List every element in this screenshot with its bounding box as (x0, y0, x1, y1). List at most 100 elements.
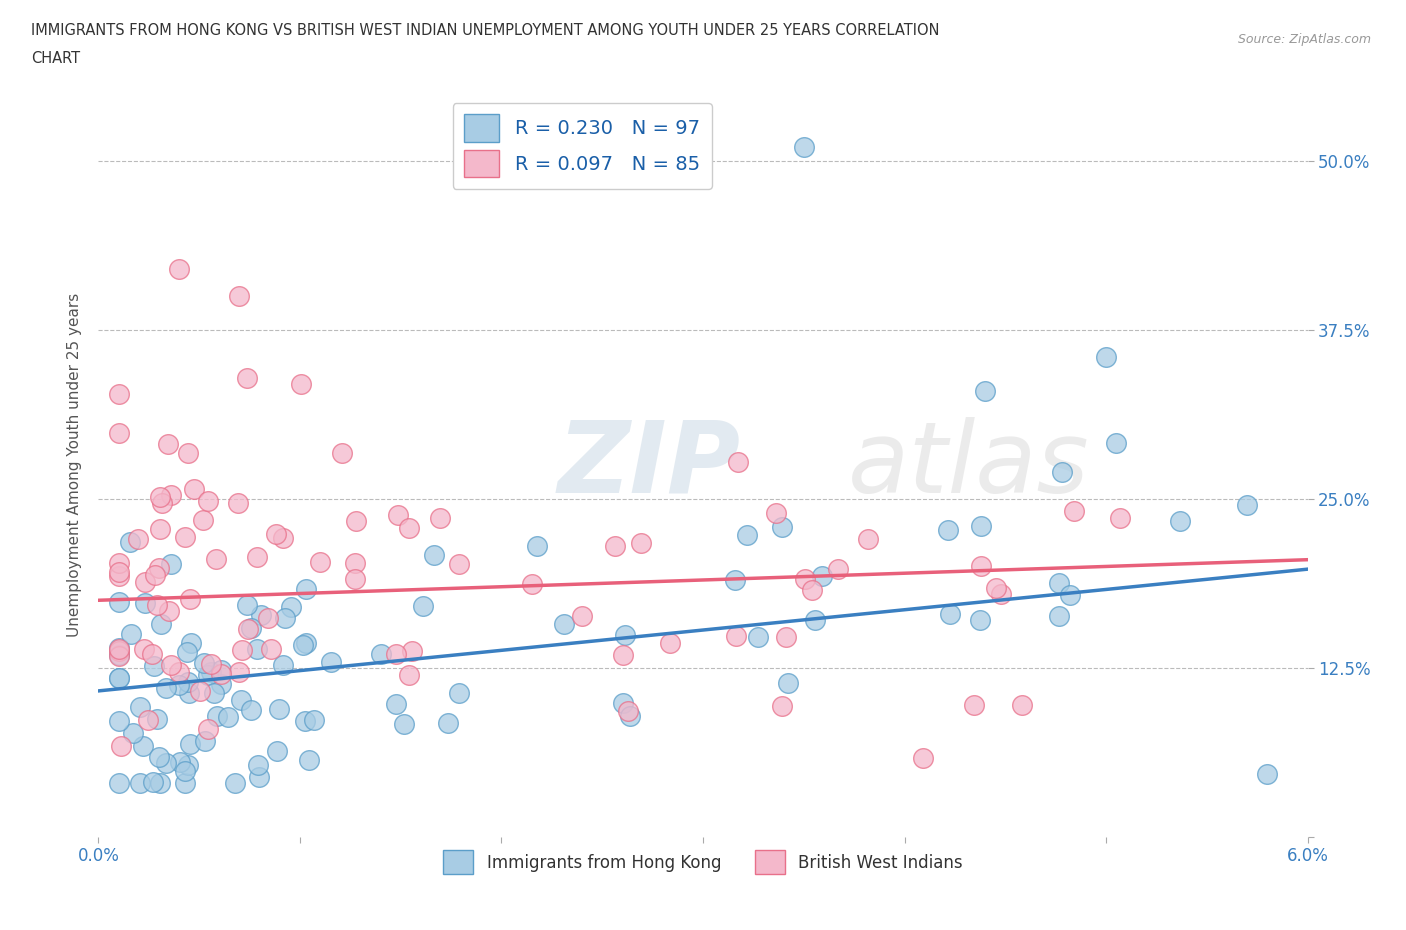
Point (423, 547, 446, 562)
Point (169, 754, 191, 769)
Point (990, 586, 1012, 601)
Point (197, 722, 219, 737)
Point (209, 667, 232, 682)
Point (177, 445, 200, 460)
Point (107, 556, 129, 571)
Point (110, 738, 132, 753)
Point (155, 681, 177, 696)
Point (209, 662, 232, 677)
Point (159, 487, 181, 502)
Point (304, 712, 326, 727)
Point (295, 635, 318, 650)
Point (155, 756, 177, 771)
Point (134, 575, 156, 590)
Point (209, 676, 232, 691)
Point (107, 644, 129, 658)
Point (183, 482, 205, 497)
Point (239, 620, 262, 635)
Point (179, 737, 201, 751)
Point (167, 665, 190, 680)
Point (120, 626, 142, 641)
Point (228, 664, 250, 679)
Point (613, 628, 636, 643)
Point (197, 668, 219, 683)
Point (630, 536, 652, 551)
Point (526, 538, 548, 553)
Point (229, 693, 252, 708)
Point (571, 609, 593, 624)
Point (150, 617, 173, 631)
Point (392, 716, 415, 731)
Point (142, 775, 165, 790)
Point (309, 554, 332, 569)
Point (1236, 498, 1258, 512)
Point (146, 711, 169, 726)
Point (735, 528, 758, 543)
Point (107, 776, 129, 790)
Point (1105, 435, 1128, 450)
Point (127, 532, 149, 547)
Point (269, 702, 291, 717)
Point (804, 612, 827, 627)
Point (231, 643, 253, 658)
Point (974, 383, 997, 398)
Point (260, 642, 283, 657)
Point (129, 699, 152, 714)
Point (294, 713, 316, 728)
Point (264, 526, 287, 541)
Point (811, 568, 834, 583)
Point (200, 657, 222, 671)
Point (174, 764, 197, 779)
Text: atlas: atlas (848, 417, 1090, 513)
Point (912, 751, 935, 766)
Point (107, 648, 129, 663)
Point (148, 560, 170, 575)
Text: CHART: CHART (31, 51, 80, 66)
Point (319, 655, 342, 670)
Point (1256, 766, 1278, 781)
Point (188, 684, 211, 698)
Point (794, 572, 817, 587)
Point (449, 557, 471, 572)
Point (938, 523, 960, 538)
Point (398, 668, 420, 683)
Y-axis label: Unemployment Among Youth under 25 years: Unemployment Among Youth under 25 years (66, 293, 82, 637)
Point (770, 698, 793, 713)
Point (149, 521, 172, 536)
Point (969, 518, 991, 533)
Point (727, 455, 749, 470)
Point (963, 698, 986, 712)
Text: IMMIGRANTS FROM HONG KONG VS BRITISH WEST INDIAN UNEMPLOYMENT AMONG YOUTH UNDER : IMMIGRANTS FROM HONG KONG VS BRITISH WES… (31, 23, 939, 38)
Text: ZIP: ZIP (558, 417, 741, 513)
Point (107, 671, 129, 685)
Point (143, 658, 166, 673)
Point (134, 641, 156, 656)
Point (290, 377, 312, 392)
Point (344, 572, 367, 587)
Point (107, 565, 129, 579)
Point (129, 776, 152, 790)
Point (159, 557, 181, 572)
Point (398, 521, 420, 536)
Point (659, 636, 682, 651)
Point (167, 678, 190, 693)
Point (236, 370, 259, 385)
Point (617, 704, 640, 719)
Point (449, 685, 471, 700)
Point (412, 599, 434, 614)
Point (236, 597, 259, 612)
Point (132, 738, 155, 753)
Point (273, 610, 295, 625)
Point (1047, 576, 1070, 591)
Point (387, 508, 409, 523)
Point (553, 617, 575, 631)
Point (294, 581, 316, 596)
Point (174, 530, 197, 545)
Point (612, 696, 634, 711)
Point (136, 713, 159, 728)
Point (157, 436, 180, 451)
Point (236, 621, 259, 636)
Point (724, 629, 747, 644)
Point (122, 725, 145, 740)
Point (245, 642, 267, 657)
